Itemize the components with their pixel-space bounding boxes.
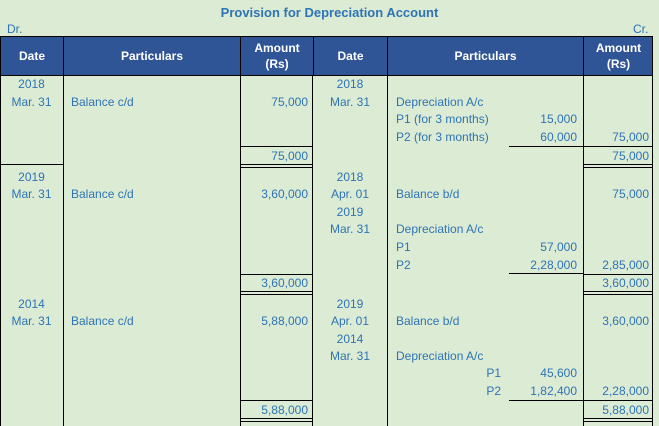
credit-sub-label: P1 (486, 366, 501, 380)
column-divider (583, 76, 584, 426)
credit-amount: 2,85,000 (602, 258, 649, 272)
credit-particulars: Balance b/d (396, 314, 460, 328)
credit-sub-label: P2 (for 3 months) (396, 130, 489, 144)
total-line (583, 274, 653, 275)
debit-date: Mar. 31 (11, 314, 52, 328)
debit-amount: 5,88,000 (261, 314, 308, 328)
credit-sub-label: P2 (486, 384, 501, 398)
credit-particulars: Balance b/d (396, 187, 460, 201)
ledger-header: Date Particulars Amount (Rs) Date Partic… (0, 36, 653, 76)
debit-total: 5,88,000 (261, 403, 308, 417)
divider (0, 164, 63, 165)
credit-year: 2019 (336, 205, 364, 219)
debit-date: Mar. 31 (11, 187, 52, 201)
credit-sub-label: P1 (for 3 months) (396, 112, 489, 126)
subtotal-line (509, 146, 583, 147)
credit-particulars: Depreciation A/c (396, 349, 484, 363)
credit-sub-amount: 1,82,400 (530, 384, 577, 398)
credit-date: Mar. 31 (329, 95, 371, 109)
header-amount-debit: Amount (Rs) (241, 37, 314, 75)
credit-total: 5,88,000 (602, 403, 649, 417)
double-underline (240, 291, 313, 295)
credit-date: Apr. 01 (330, 187, 370, 201)
credit-date: Apr. 01 (330, 314, 370, 328)
debit-date: Mar. 31 (11, 95, 52, 109)
total-line (583, 400, 653, 401)
debit-particulars: Balance c/d (71, 187, 134, 201)
credit-year: 2019 (336, 297, 364, 311)
credit-amount: 3,60,000 (602, 314, 649, 328)
credit-sub-amount: 45,600 (540, 366, 577, 380)
column-divider (240, 76, 241, 426)
debit-label: Dr. (7, 22, 23, 36)
credit-sub-label: P1 (396, 240, 411, 254)
column-divider (312, 76, 313, 426)
credit-year: 2018 (336, 170, 364, 184)
credit-date: Mar. 31 (329, 222, 371, 236)
header-particulars-debit: Particulars (64, 37, 241, 75)
credit-amount: 75,000 (612, 130, 649, 144)
credit-total: 75,000 (612, 149, 649, 163)
debit-particulars: Balance c/d (71, 95, 134, 109)
column-divider (63, 76, 64, 426)
subtotal-line (509, 273, 583, 274)
credit-label: Cr. (633, 22, 649, 36)
total-line (240, 274, 313, 275)
header-particulars-credit: Particulars (388, 37, 584, 75)
debit-total: 75,000 (271, 149, 308, 163)
total-line (240, 146, 313, 147)
credit-amount: 75,000 (612, 187, 649, 201)
debit-year: 2019 (18, 170, 45, 184)
credit-particulars: Depreciation A/c (396, 222, 484, 236)
double-underline (583, 291, 653, 295)
debit-amount: 3,60,000 (261, 187, 308, 201)
header-date-debit: Date (1, 37, 64, 75)
credit-sub-amount: 57,000 (540, 240, 577, 254)
debit-amount: 75,000 (271, 95, 308, 109)
column-divider (387, 76, 388, 426)
debit-year: 2014 (18, 297, 45, 311)
credit-year: 2018 (336, 77, 364, 91)
credit-total: 3,60,000 (602, 276, 649, 290)
subtotal-line (509, 400, 583, 401)
account-title: Provision for Depreciation Account (220, 5, 439, 20)
total-line (240, 400, 313, 401)
credit-sub-amount: 60,000 (540, 130, 577, 144)
credit-amount: 2,28,000 (602, 384, 649, 398)
double-underline (583, 418, 653, 422)
column-divider (0, 76, 1, 426)
debit-year: 2018 (18, 77, 45, 91)
debit-total: 3,60,000 (261, 276, 308, 290)
header-amount-credit: Amount (Rs) (595, 41, 642, 71)
credit-sub-amount: 15,000 (540, 112, 577, 126)
total-line (583, 146, 653, 147)
credit-sub-amount: 2,28,000 (530, 258, 577, 272)
double-underline (583, 164, 653, 168)
double-underline (240, 164, 313, 168)
credit-particulars: Depreciation A/c (396, 95, 484, 109)
credit-sub-label: P2 (396, 258, 411, 272)
credit-year: 2014 (336, 332, 364, 346)
column-divider (652, 76, 653, 426)
double-underline (240, 418, 313, 422)
header-date-credit: Date (314, 37, 388, 75)
debit-particulars: Balance c/d (71, 314, 134, 328)
credit-date: Mar. 31 (329, 349, 371, 363)
